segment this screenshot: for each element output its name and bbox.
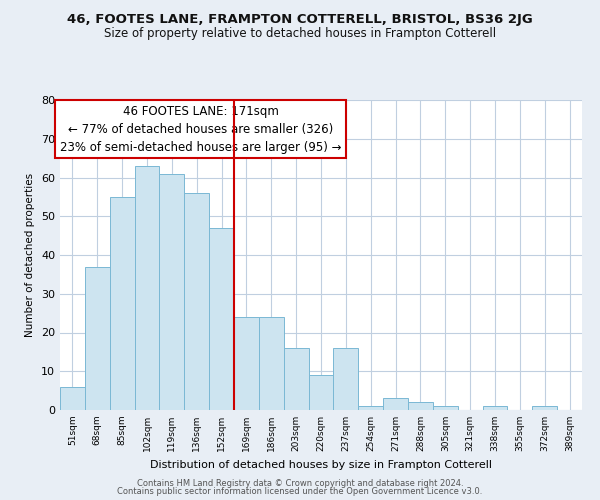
Text: Size of property relative to detached houses in Frampton Cotterell: Size of property relative to detached ho… — [104, 28, 496, 40]
Bar — [259, 317, 284, 410]
Bar — [433, 406, 458, 410]
Bar — [334, 348, 358, 410]
Bar — [85, 266, 110, 410]
Text: Contains public sector information licensed under the Open Government Licence v3: Contains public sector information licen… — [118, 487, 482, 496]
Y-axis label: Number of detached properties: Number of detached properties — [25, 173, 35, 337]
Bar — [358, 406, 383, 410]
Bar — [234, 317, 259, 410]
Bar — [284, 348, 308, 410]
Bar — [532, 406, 557, 410]
Bar — [482, 406, 508, 410]
Bar — [110, 197, 134, 410]
Bar — [134, 166, 160, 410]
Bar — [308, 375, 334, 410]
Bar — [408, 402, 433, 410]
Bar — [184, 193, 209, 410]
Bar — [160, 174, 184, 410]
Bar — [383, 398, 408, 410]
Text: 46 FOOTES LANE: 171sqm
← 77% of detached houses are smaller (326)
23% of semi-de: 46 FOOTES LANE: 171sqm ← 77% of detached… — [60, 104, 341, 154]
Text: 46, FOOTES LANE, FRAMPTON COTTERELL, BRISTOL, BS36 2JG: 46, FOOTES LANE, FRAMPTON COTTERELL, BRI… — [67, 12, 533, 26]
Text: Contains HM Land Registry data © Crown copyright and database right 2024.: Contains HM Land Registry data © Crown c… — [137, 478, 463, 488]
Bar — [209, 228, 234, 410]
Bar — [60, 387, 85, 410]
X-axis label: Distribution of detached houses by size in Frampton Cotterell: Distribution of detached houses by size … — [150, 460, 492, 469]
